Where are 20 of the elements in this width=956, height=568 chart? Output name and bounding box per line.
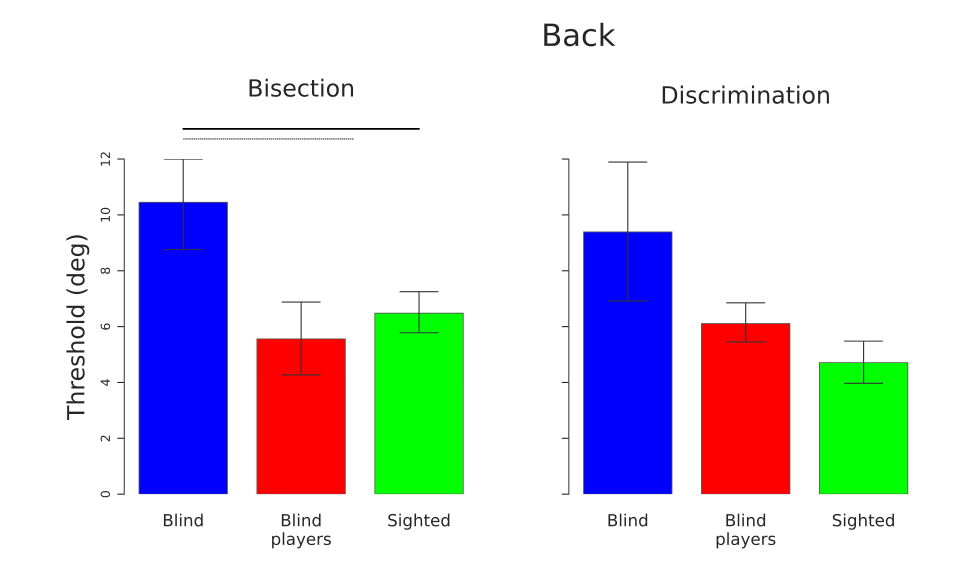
- y-tick-label: 10: [100, 208, 110, 222]
- y-tick-label: 0: [100, 491, 110, 498]
- x-tick-label: Blind: [164, 514, 203, 527]
- y-tick-label: 4: [100, 379, 110, 386]
- y-tick-label: 8: [100, 268, 110, 274]
- y-tick-label: 2: [100, 436, 110, 442]
- x-tick-label: Sighted: [832, 514, 894, 530]
- x-tick-label: Blind: [608, 514, 648, 527]
- y-tick-label: 12: [100, 152, 110, 166]
- bar: [374, 312, 464, 494]
- y-axis-title: Threshold (deg): [66, 235, 90, 420]
- bar: [256, 338, 346, 494]
- x-tick-label: Blind players: [272, 514, 331, 548]
- bar: [138, 202, 228, 494]
- x-tick-label: Sighted: [388, 514, 450, 530]
- y-tick-label: 6: [100, 323, 110, 330]
- text: Back: [544, 22, 616, 46]
- chart-title: Discrimination: [662, 86, 829, 104]
- chart-title: Bisection: [250, 78, 354, 97]
- x-tick-label: Blind players: [716, 514, 776, 548]
